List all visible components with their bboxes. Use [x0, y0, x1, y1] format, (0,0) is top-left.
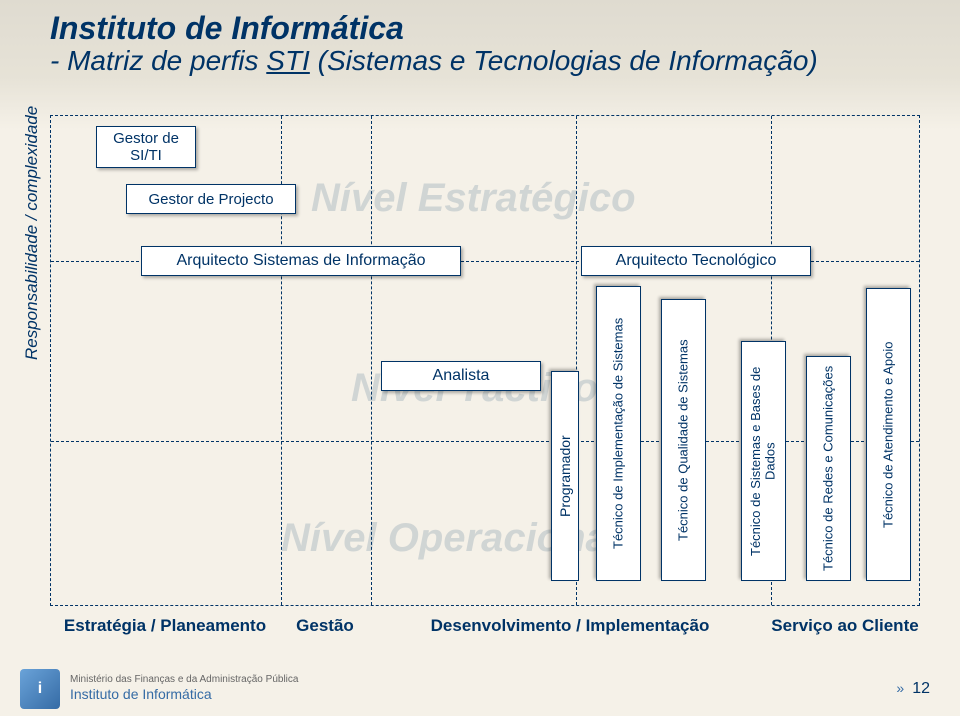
- box-analista: Analista: [381, 361, 541, 391]
- watermark-estrategico: Nível Estratégico: [311, 176, 636, 221]
- grid-vline: [371, 116, 372, 605]
- xlabel-dev: Desenvolvimento / Implementação: [370, 606, 770, 646]
- page-number: »12: [896, 680, 930, 698]
- title-sub: - Matriz de perfis STI (Sistemas e Tecno…: [50, 45, 930, 77]
- grid-hline: [51, 441, 919, 442]
- box-tec-redes: Técnico de Redes e Comunicações: [806, 356, 851, 581]
- xlabel-estrategia: Estratégia / Planeamento: [50, 606, 280, 646]
- xlabel-gestao: Gestão: [280, 606, 370, 646]
- box-programador: Programador: [551, 371, 579, 581]
- box-tec-qualidade: Técnico de Qualidade de Sistemas: [661, 299, 706, 581]
- footer-institute: Instituto de Informática: [70, 686, 298, 703]
- box-arq-tec: Arquitecto Tecnológico: [581, 246, 811, 276]
- footer-text: Ministério das Finanças e da Administraç…: [70, 674, 298, 703]
- box-tec-sistemas-bd: Técnico de Sistemas e Bases de Dados: [741, 341, 786, 581]
- box-gestor-projecto: Gestor de Projecto: [126, 184, 296, 214]
- xlabel-servico: Serviço ao Cliente: [770, 606, 920, 646]
- box-tec-atendimento: Técnico de Atendimento e Apoio: [866, 288, 911, 581]
- title-area: Instituto de Informática - Matriz de per…: [50, 10, 930, 77]
- footer: i Ministério das Finanças e da Administr…: [0, 661, 960, 716]
- footer-logo-icon: i: [20, 669, 60, 709]
- footer-ministry: Ministério das Finanças e da Administraç…: [70, 674, 298, 686]
- box-tec-implementacao: Técnico de Implementação de Sistemas: [596, 286, 641, 581]
- page-arrow-icon: »: [896, 680, 904, 696]
- diagram-area: Nível Estratégico Nível Táctico Nível Op…: [50, 115, 920, 606]
- title-main: Instituto de Informática: [50, 10, 930, 47]
- box-arq-si: Arquitecto Sistemas de Informação: [141, 246, 461, 276]
- box-gestor-siti: Gestor de SI/TI: [96, 126, 196, 168]
- y-axis-label: Responsabilidade / complexidade: [22, 106, 42, 360]
- x-axis-labels: Estratégia / Planeamento Gestão Desenvol…: [50, 606, 920, 646]
